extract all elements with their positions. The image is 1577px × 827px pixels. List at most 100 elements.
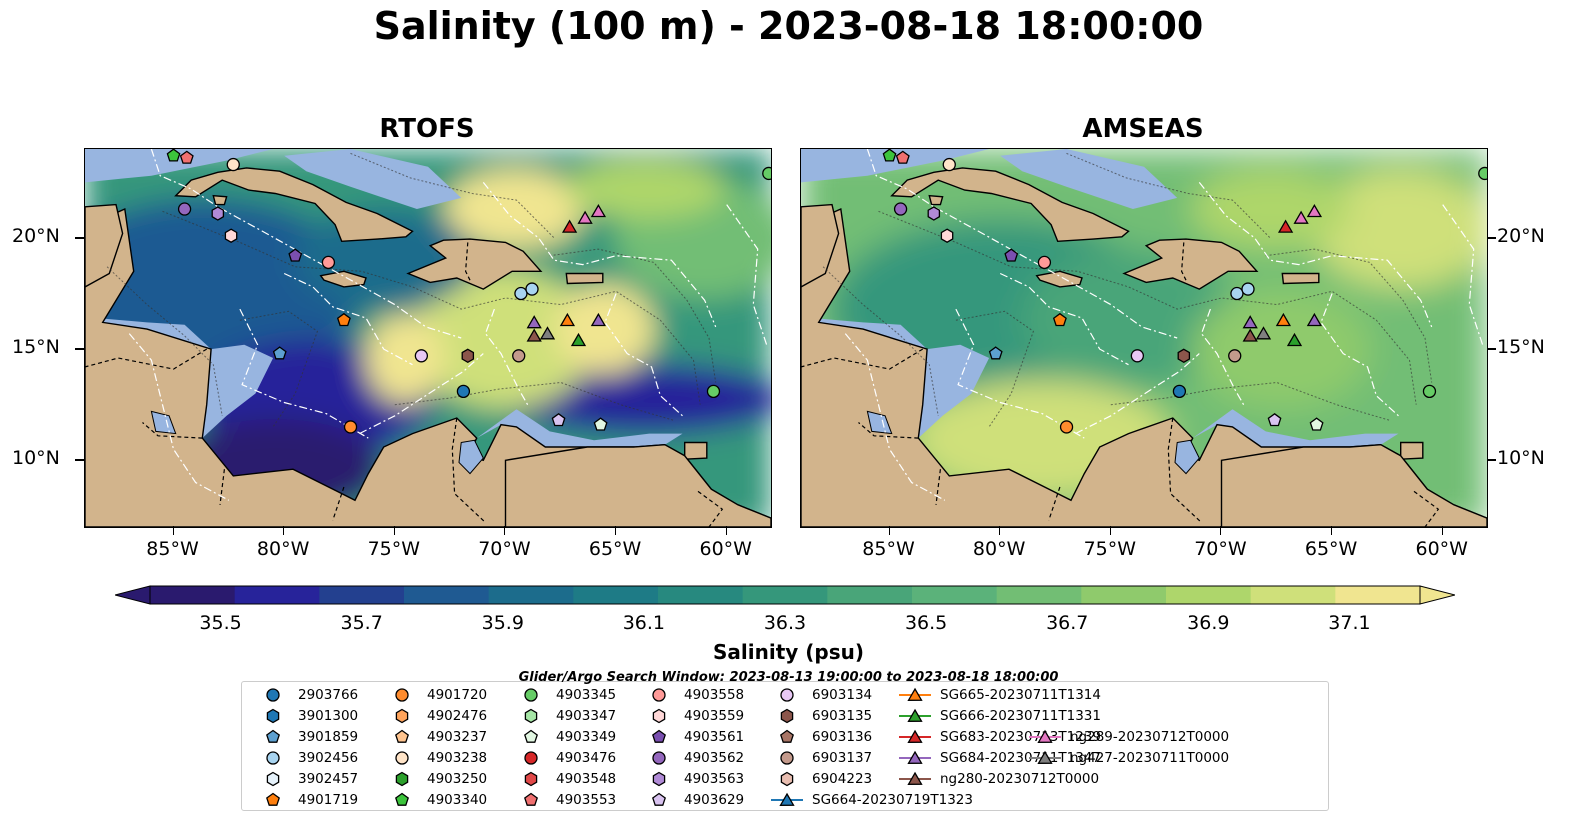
legend-pentagon-icon[interactable] bbox=[395, 729, 409, 743]
country-border bbox=[697, 490, 724, 527]
legend-hexagon-icon[interactable] bbox=[524, 708, 538, 724]
marker-4903563[interactable] bbox=[211, 206, 225, 221]
marker-4903559[interactable] bbox=[940, 228, 954, 243]
legend-circle-icon[interactable] bbox=[395, 751, 409, 765]
marker-4903349[interactable] bbox=[593, 417, 608, 431]
marker-4903345[interactable] bbox=[1478, 166, 1487, 181]
marker-4903563[interactable] bbox=[927, 206, 941, 221]
marker-4903345[interactable] bbox=[1422, 384, 1437, 399]
legend-circle-icon[interactable] bbox=[266, 751, 280, 765]
legend-triangle-icon[interactable] bbox=[779, 792, 795, 806]
legend-triangle-icon[interactable] bbox=[1037, 750, 1053, 764]
legend-hexagon-icon[interactable] bbox=[395, 708, 409, 724]
legend-pentagon-icon[interactable] bbox=[524, 792, 538, 806]
marker-ng427-20230711T0000[interactable] bbox=[1255, 326, 1272, 340]
marker-4903558[interactable] bbox=[1037, 255, 1052, 270]
marker-SG684-20230711T1347[interactable] bbox=[1306, 312, 1323, 327]
marker-SG665-20230711T1314[interactable] bbox=[559, 312, 576, 327]
marker-3902456[interactable] bbox=[525, 282, 539, 296]
marker-4903349[interactable] bbox=[1309, 417, 1324, 431]
map-panel-amseas[interactable] bbox=[800, 148, 1488, 528]
legend-hexagon-icon[interactable] bbox=[266, 771, 280, 787]
marker-4903340[interactable] bbox=[166, 149, 181, 162]
marker-4903562[interactable] bbox=[893, 202, 908, 216]
marker-3902456[interactable] bbox=[514, 286, 528, 301]
legend-circle-icon[interactable] bbox=[652, 751, 666, 765]
marker-6903135[interactable] bbox=[1177, 348, 1191, 364]
legend-hexagon-icon[interactable] bbox=[524, 771, 538, 787]
marker-ng280-20230712T0000[interactable] bbox=[1242, 328, 1258, 342]
legend-hexagon-icon[interactable] bbox=[652, 708, 666, 724]
legend-pentagon-icon[interactable] bbox=[524, 729, 538, 743]
marker-SG666-20230711T1331[interactable] bbox=[1286, 332, 1303, 347]
legend-triangle-icon[interactable] bbox=[907, 771, 923, 785]
marker-4903345[interactable] bbox=[706, 384, 721, 399]
marker-4903561[interactable] bbox=[288, 248, 303, 262]
legend-circle-icon[interactable] bbox=[652, 688, 666, 702]
marker-4903238[interactable] bbox=[942, 157, 956, 172]
legend-triangle-icon[interactable] bbox=[907, 708, 923, 722]
marker-4901720[interactable] bbox=[1059, 420, 1074, 434]
marker-4903561[interactable] bbox=[1004, 248, 1019, 262]
legend-hexagon-icon[interactable] bbox=[395, 771, 409, 787]
legend-pentagon-icon[interactable] bbox=[395, 792, 409, 806]
legend-pentagon-icon[interactable] bbox=[266, 729, 280, 743]
legend-pentagon-icon[interactable] bbox=[780, 729, 794, 743]
marker-6903137[interactable] bbox=[1228, 349, 1242, 363]
marker-6903137[interactable] bbox=[512, 349, 526, 363]
marker-4903562[interactable] bbox=[177, 202, 192, 216]
legend-circle-icon[interactable] bbox=[395, 688, 409, 702]
legend-hexagon-icon[interactable] bbox=[652, 771, 666, 787]
marker-4901719[interactable] bbox=[336, 312, 351, 327]
legend-hexagon-icon[interactable] bbox=[266, 708, 280, 724]
legend-pentagon-icon[interactable] bbox=[652, 729, 666, 743]
marker-SG665-20230711T1314[interactable] bbox=[1275, 312, 1292, 327]
marker-SG666-20230711T1331[interactable] bbox=[570, 332, 587, 347]
map-panel-rtofs[interactable] bbox=[84, 148, 772, 528]
legend-triangle-icon[interactable] bbox=[907, 750, 923, 764]
legend-circle-icon[interactable] bbox=[780, 688, 794, 702]
marker-6903135[interactable] bbox=[461, 348, 475, 364]
legend-triangle-icon[interactable] bbox=[1037, 729, 1053, 743]
marker-ng289-20230712T0000[interactable] bbox=[577, 210, 593, 224]
marker-4901719[interactable] bbox=[1052, 312, 1067, 327]
marker-4903340[interactable] bbox=[882, 149, 897, 162]
marker-4903553[interactable] bbox=[895, 150, 910, 164]
marker-4903559[interactable] bbox=[224, 228, 238, 243]
marker-6903134[interactable] bbox=[1130, 349, 1145, 363]
marker-3902456[interactable] bbox=[1230, 286, 1244, 301]
marker-SG684-20230711T1347[interactable] bbox=[526, 315, 542, 329]
marker-6903134[interactable] bbox=[414, 349, 429, 363]
legend-pentagon-icon[interactable] bbox=[266, 792, 280, 806]
legend-circle-icon[interactable] bbox=[266, 688, 280, 702]
legend-triangle-icon[interactable] bbox=[907, 729, 923, 743]
marker-4903558[interactable] bbox=[321, 255, 336, 270]
legend-circle-icon[interactable] bbox=[780, 751, 794, 765]
marker-4903629[interactable] bbox=[551, 412, 566, 427]
marker-3902456[interactable] bbox=[1241, 282, 1255, 296]
marker-SG684-20230711T1347[interactable] bbox=[590, 312, 607, 327]
marker-2903766[interactable] bbox=[456, 384, 471, 399]
marker-ng289-20230712T0000[interactable] bbox=[1293, 210, 1309, 224]
marker-4903345[interactable] bbox=[762, 166, 771, 181]
marker-4903553[interactable] bbox=[179, 150, 194, 164]
marker-SG684-20230711T1347[interactable] bbox=[1242, 315, 1258, 329]
legend-triangle-icon[interactable] bbox=[907, 687, 923, 701]
marker-3901859[interactable] bbox=[272, 346, 287, 360]
legend-circle-icon[interactable] bbox=[524, 688, 538, 702]
marker-4901720[interactable] bbox=[343, 420, 358, 434]
legend-hexagon-icon[interactable] bbox=[780, 708, 794, 724]
marker-3901859[interactable] bbox=[988, 346, 1003, 360]
marker-ng289-20230712T0000[interactable] bbox=[590, 204, 607, 218]
marker-ng427-20230711T0000[interactable] bbox=[539, 326, 556, 340]
marker-ng280-20230712T0000[interactable] bbox=[526, 328, 542, 342]
legend-circle-icon[interactable] bbox=[524, 751, 538, 765]
marker-ng289-20230712T0000[interactable] bbox=[1306, 204, 1323, 218]
marker-SG683-20230713T1239[interactable] bbox=[561, 219, 578, 233]
legend-hexagon-icon[interactable] bbox=[780, 771, 794, 787]
marker-4903238[interactable] bbox=[226, 157, 240, 172]
legend-pentagon-icon[interactable] bbox=[652, 792, 666, 806]
marker-4903629[interactable] bbox=[1267, 412, 1282, 427]
marker-2903766[interactable] bbox=[1172, 384, 1187, 399]
marker-SG683-20230713T1239[interactable] bbox=[1277, 219, 1294, 233]
